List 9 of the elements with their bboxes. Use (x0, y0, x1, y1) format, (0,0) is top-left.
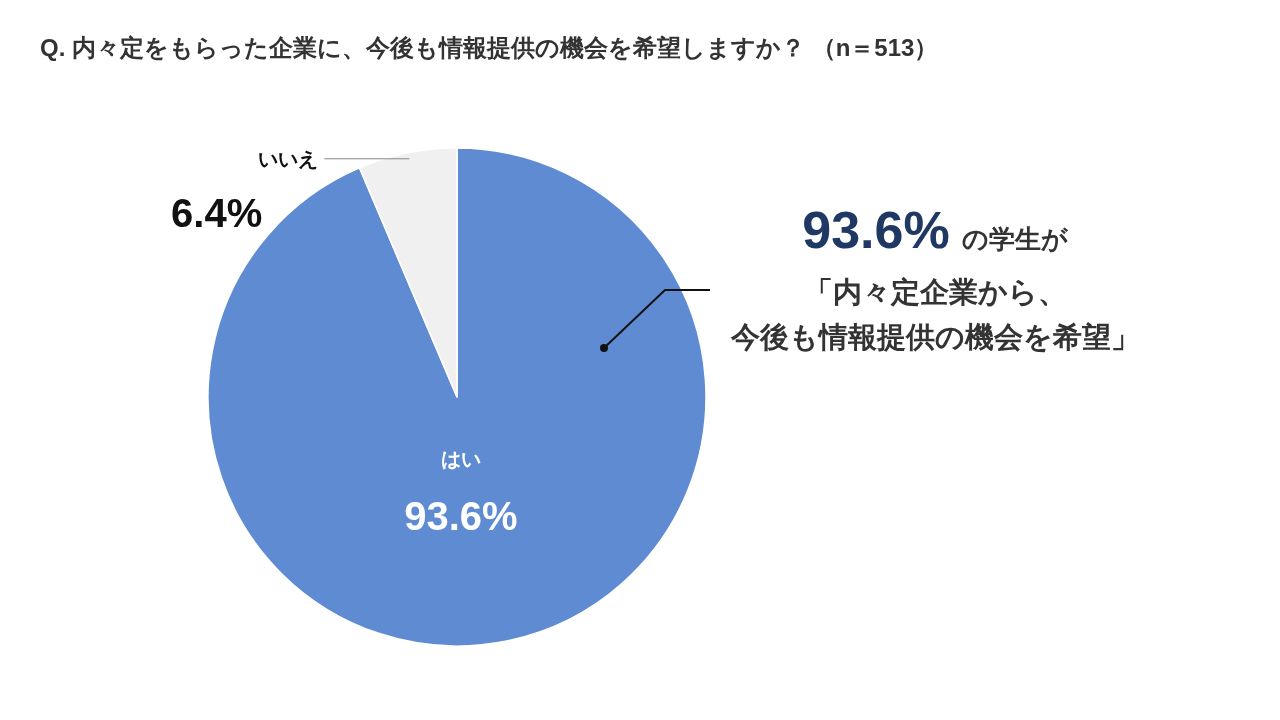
text: 93.6% (802, 201, 950, 259)
data-label: 93.6% (404, 493, 518, 538)
text: 今後も情報提供の機会を希望」 (729, 321, 1140, 353)
text: の学生が (961, 224, 1069, 254)
slice-label: はい (440, 447, 481, 470)
slice-label: いいえ (258, 147, 319, 170)
chart-title: Q. 内々定をもらった企業に、今後も情報提供の機会を希望しますか？ （n＝513） (40, 34, 939, 61)
data-label: 6.4% (171, 190, 263, 235)
text: 「内々定企業から、 (803, 276, 1067, 308)
